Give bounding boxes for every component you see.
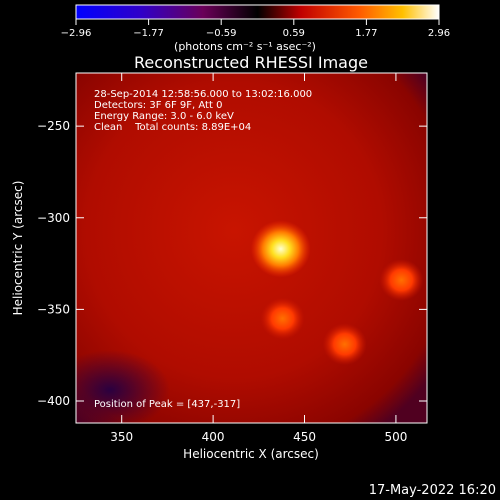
- colorbar-tick-label: −2.96: [61, 28, 92, 39]
- dark-region: [76, 350, 170, 423]
- x-tick-label: 500: [384, 430, 407, 444]
- chart-title: Reconstructed RHESSI Image: [134, 53, 368, 72]
- annotation-detectors: Detectors: 3F 6F 9F, Att 0: [94, 100, 222, 111]
- colorbar-tick-label: 0.59: [283, 28, 305, 39]
- x-tick-label: 450: [293, 430, 316, 444]
- y-axis-ticks: −250 −300 −350 −400: [37, 119, 427, 408]
- colorbar-tick-label: 1.77: [355, 28, 377, 39]
- colorbar-ticks: −2.96 −1.77 −0.59 0.59 1.77 2.96: [61, 19, 450, 39]
- y-tick-label: −400: [37, 394, 70, 408]
- peak-source: [250, 220, 311, 278]
- secondary-source: [322, 323, 367, 366]
- colorbar-tick-label: 2.96: [428, 28, 450, 39]
- x-tick-label: 350: [110, 430, 133, 444]
- annotation-clean-counts: Clean Total counts: 8.89E+04: [94, 122, 251, 133]
- annotation-time-range: 28-Sep-2014 12:58:56.000 to 13:02:16.000: [94, 89, 312, 100]
- y-tick-label: −350: [37, 302, 70, 316]
- colorbar-tick-label: −1.77: [133, 28, 164, 39]
- y-tick-label: −300: [37, 211, 70, 225]
- secondary-source: [260, 297, 305, 340]
- colorbar-tick-label: −0.59: [206, 28, 237, 39]
- peak-position-label: Position of Peak = [437,-317]: [94, 399, 240, 410]
- footer-timestamp: 17-May-2022 16:20: [369, 483, 496, 498]
- x-axis-ticks: 350 400 450 500: [110, 73, 407, 444]
- secondary-source: [379, 259, 424, 301]
- y-axis-label: Heliocentric Y (arcsec): [11, 181, 25, 316]
- colorbar: [75, 4, 440, 20]
- annotation-energy-range: Energy Range: 3.0 - 6.0 keV: [94, 111, 234, 122]
- x-axis-label: Heliocentric X (arcsec): [183, 447, 319, 461]
- y-tick-label: −250: [37, 119, 70, 133]
- colorbar-label: (photons cm⁻² s⁻¹ asec⁻²): [174, 40, 316, 53]
- heatmap-image: [76, 73, 427, 423]
- plot-frame: [75, 72, 428, 424]
- x-tick-label: 400: [202, 430, 225, 444]
